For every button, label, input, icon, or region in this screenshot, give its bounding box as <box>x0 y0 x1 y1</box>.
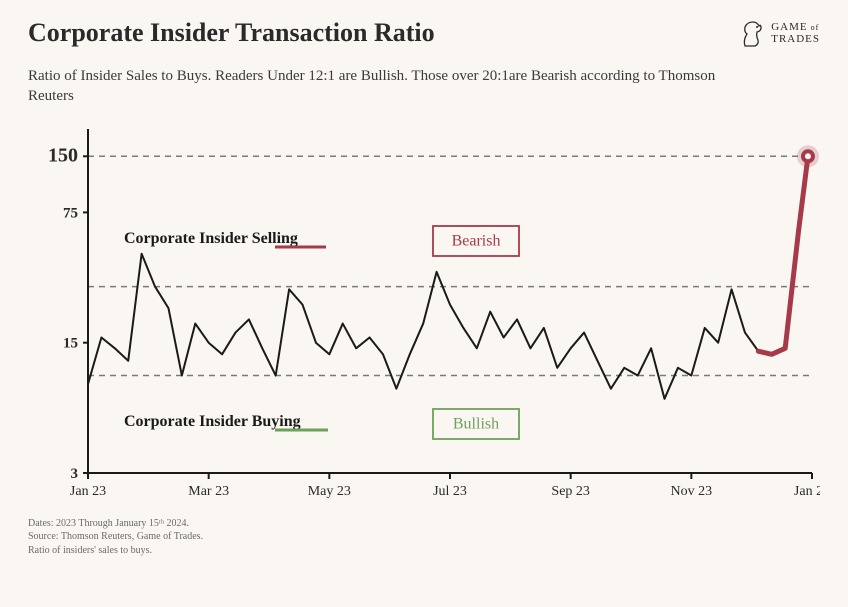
svg-text:May 23: May 23 <box>308 484 351 499</box>
logo-icon <box>739 18 765 48</box>
brand-logo: GAME of TRADES <box>739 18 820 48</box>
svg-text:Corporate Insider Selling: Corporate Insider Selling <box>124 230 298 247</box>
chart-container: 3 15 75 150 Jan 23 Mar 23 May 23 Jul 23 Sep 23 No… <box>28 121 820 511</box>
svg-text:Bullish: Bullish <box>453 415 499 432</box>
footnote-line: Source: Thomson Reuters, Game of Trades. <box>28 530 820 544</box>
svg-text:Jan 24: Jan 24 <box>794 484 820 499</box>
page-title: Corporate Insider Transaction Ratio <box>28 18 435 48</box>
svg-text:Jan 23: Jan 23 <box>70 484 106 499</box>
svg-text:Nov 23: Nov 23 <box>671 484 713 499</box>
line-chart: 3 15 75 150 Jan 23 Mar 23 May 23 Jul 23 Sep 23 No… <box>28 121 820 511</box>
chart-page: Corporate Insider Transaction Ratio GAME… <box>0 0 848 607</box>
svg-text:Jul 23: Jul 23 <box>433 484 467 499</box>
logo-line2: TRADES <box>771 33 820 45</box>
svg-text:3: 3 <box>71 466 79 482</box>
footnote-line: Dates: 2023 Through January 15ᵗʰ 2024. <box>28 517 820 531</box>
logo-of: of <box>811 23 820 32</box>
svg-text:Bearish: Bearish <box>452 232 501 249</box>
svg-text:Sep 23: Sep 23 <box>551 484 590 499</box>
header: Corporate Insider Transaction Ratio GAME… <box>28 18 820 48</box>
logo-text: GAME of TRADES <box>771 21 820 45</box>
svg-text:150: 150 <box>48 144 78 166</box>
svg-text:Mar 23: Mar 23 <box>188 484 229 499</box>
subtitle: Ratio of Insider Sales to Buys. Readers … <box>28 66 748 107</box>
svg-text:15: 15 <box>63 335 78 351</box>
footnotes: Dates: 2023 Through January 15ᵗʰ 2024. S… <box>28 517 820 558</box>
svg-text:75: 75 <box>63 205 78 221</box>
footnote-line: Ratio of insiders' sales to buys. <box>28 544 820 558</box>
logo-line1: GAME <box>771 21 807 33</box>
svg-text:Corporate Insider Buying: Corporate Insider Buying <box>124 413 301 430</box>
